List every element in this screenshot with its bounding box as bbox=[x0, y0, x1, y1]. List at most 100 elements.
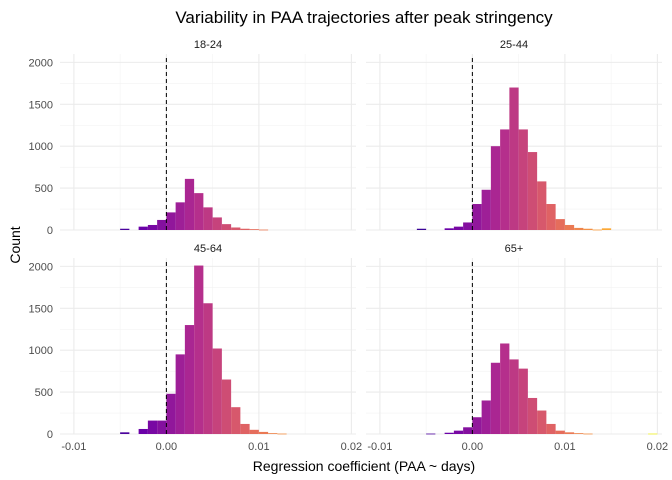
histogram-bar bbox=[555, 430, 565, 434]
histogram-bar bbox=[527, 152, 538, 230]
histogram-bar bbox=[221, 379, 232, 434]
chart-title: Variability in PAA trajectories after pe… bbox=[175, 8, 553, 27]
histogram-bar bbox=[546, 204, 556, 230]
facet-strip-label: 18-24 bbox=[194, 39, 222, 51]
histogram-bar bbox=[166, 212, 176, 230]
y-tick-label: 1000 bbox=[29, 345, 53, 357]
histogram-bar bbox=[444, 432, 454, 434]
histogram-bar bbox=[555, 219, 565, 230]
histogram-bar bbox=[184, 325, 195, 434]
histogram-bar bbox=[481, 400, 491, 434]
histogram-bar bbox=[221, 224, 232, 230]
y-tick-label: 2000 bbox=[29, 261, 53, 273]
facet-strip-label: 25-44 bbox=[500, 39, 528, 51]
histogram-bar bbox=[472, 204, 482, 230]
x-tick-label: 0.01 bbox=[248, 441, 269, 453]
histogram-bar bbox=[564, 432, 575, 434]
histogram-bar bbox=[592, 229, 602, 231]
histogram-bar bbox=[194, 193, 204, 230]
histogram-bar bbox=[147, 224, 158, 230]
histogram-bar bbox=[258, 229, 269, 231]
facet-panel-3: 45-64 0 500 1000 1500 2000 -0.01 0.00 0.01 0.02 bbox=[29, 243, 363, 453]
histogram-bar bbox=[147, 420, 158, 434]
histogram-bar bbox=[194, 265, 204, 434]
histogram-bar bbox=[546, 423, 556, 434]
histogram-bar bbox=[166, 393, 176, 434]
histogram-bar bbox=[277, 433, 287, 435]
facet-panels: 18-24050010001500200025-4445-64050010001… bbox=[29, 39, 669, 453]
y-tick-label: 1500 bbox=[29, 99, 53, 111]
x-tick-label: -0.01 bbox=[367, 441, 392, 453]
x-tick-label: 0.00 bbox=[156, 441, 177, 453]
histogram-bar bbox=[231, 227, 241, 230]
histogram-bar bbox=[203, 303, 213, 434]
facet-strip-label: 45-64 bbox=[194, 243, 222, 255]
x-tick-label: 0.01 bbox=[554, 441, 575, 453]
y-tick-label: 500 bbox=[35, 387, 53, 399]
histogram-bar bbox=[175, 202, 185, 230]
histogram-bar bbox=[120, 228, 130, 230]
histogram-bar bbox=[453, 226, 464, 230]
histogram-bar bbox=[564, 224, 575, 230]
histogram-bar bbox=[249, 229, 259, 230]
y-axis-label: Count bbox=[7, 226, 23, 263]
histogram-bar bbox=[231, 407, 241, 434]
histogram-bar bbox=[249, 429, 259, 434]
histogram-bar bbox=[509, 359, 519, 434]
histogram-bar bbox=[518, 129, 528, 230]
histogram-bar bbox=[240, 228, 250, 230]
histogram-bar bbox=[453, 430, 464, 434]
histogram-bar bbox=[500, 129, 510, 230]
histogram-bar bbox=[426, 433, 436, 435]
facet-panel-1: 18-24 0 500 1000 1500 2000 bbox=[29, 39, 356, 237]
histogram-bar bbox=[175, 354, 185, 434]
histogram-bar bbox=[240, 423, 250, 434]
histogram-bar bbox=[490, 146, 501, 230]
histogram-bar bbox=[463, 222, 473, 230]
x-tick-label: 0.00 bbox=[462, 441, 483, 453]
histogram-bar bbox=[157, 219, 167, 230]
histogram-bar bbox=[574, 433, 584, 434]
histogram-bar bbox=[583, 228, 593, 230]
histogram-bar bbox=[527, 397, 538, 434]
histogram-bar bbox=[138, 226, 148, 230]
histogram-bar bbox=[509, 87, 519, 231]
y-tick-label: 1500 bbox=[29, 303, 53, 315]
y-tick-label: 0 bbox=[47, 429, 53, 441]
facet-panel-4: 65+ -0.01 0.00 0.01 0.02 bbox=[366, 243, 668, 453]
histogram-bar bbox=[203, 207, 213, 230]
x-tick-label: 0.02 bbox=[341, 441, 362, 453]
histogram-bar bbox=[444, 228, 454, 230]
histogram-bar bbox=[518, 368, 528, 434]
histogram-bar bbox=[463, 427, 473, 434]
histogram-bar bbox=[416, 228, 427, 230]
histogram-bar bbox=[268, 433, 278, 434]
histogram-bar bbox=[138, 428, 148, 434]
histogram-bar bbox=[583, 433, 593, 435]
x-tick-label: -0.01 bbox=[61, 441, 86, 453]
histogram-bar bbox=[258, 431, 269, 434]
histogram-bar bbox=[212, 217, 222, 230]
histogram-bar bbox=[648, 433, 658, 435]
y-tick-label: 1000 bbox=[29, 141, 53, 153]
histogram-bar bbox=[490, 362, 501, 434]
facet-panel-2: 25-44 bbox=[366, 39, 662, 231]
y-tick-label: 2000 bbox=[29, 57, 53, 69]
histogram-bar bbox=[157, 420, 167, 434]
facet-strip-label: 65+ bbox=[505, 243, 524, 255]
histogram-bar bbox=[537, 410, 547, 434]
histogram-bar bbox=[481, 189, 491, 230]
y-tick-label: 500 bbox=[35, 183, 53, 195]
histogram-bar bbox=[120, 432, 130, 434]
histogram-bar bbox=[500, 343, 510, 434]
x-axis-label: Regression coefficient (PAA ~ days) bbox=[253, 458, 475, 474]
histogram-bar bbox=[601, 228, 612, 230]
histogram-bar bbox=[537, 181, 547, 230]
histogram-bar bbox=[212, 348, 222, 434]
histogram-bar bbox=[574, 227, 584, 230]
y-tick-label: 0 bbox=[47, 225, 53, 237]
histogram-bar bbox=[184, 178, 195, 230]
x-tick-label: 0.02 bbox=[647, 441, 668, 453]
histogram-bar bbox=[472, 417, 482, 434]
